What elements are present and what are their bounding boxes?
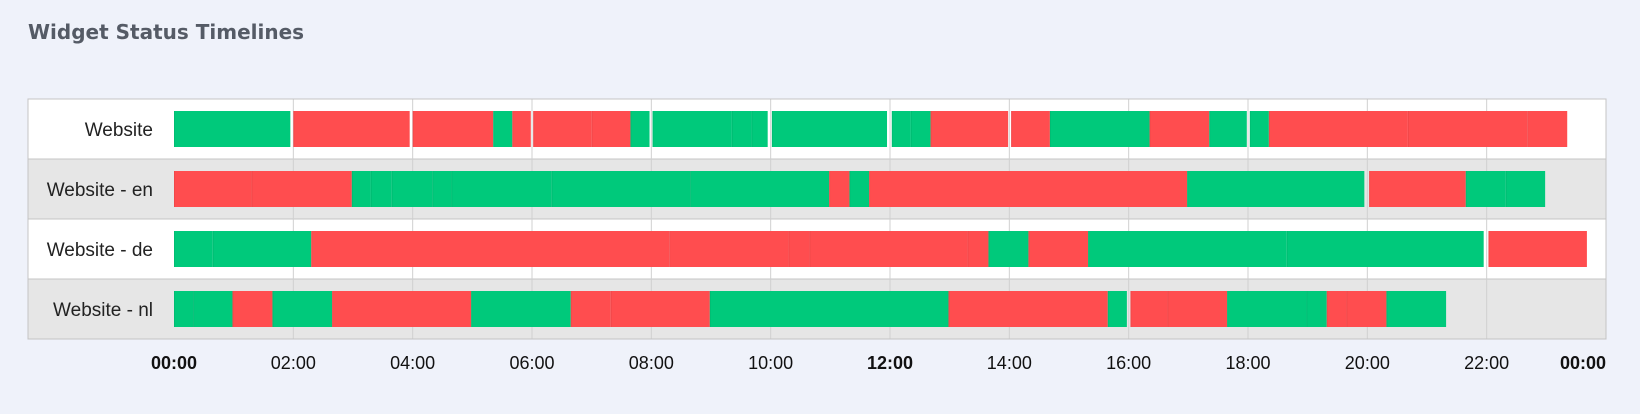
status-segment-down [412, 111, 494, 147]
status-segment-up [910, 111, 931, 147]
status-segment-up [751, 111, 768, 147]
status-segment-up [370, 171, 392, 207]
x-tick-label: 12:00 [867, 353, 913, 373]
status-segment-up [432, 171, 452, 207]
x-tick-label: 18:00 [1225, 353, 1270, 373]
status-segment-down [1028, 231, 1089, 267]
status-segment-up [771, 111, 888, 147]
status-segment-down [251, 171, 352, 207]
status-segment-up [174, 291, 194, 327]
status-segment-up [1505, 171, 1546, 207]
status-segment-up [849, 171, 870, 207]
status-segment-up [391, 171, 433, 207]
status-segment-down [1011, 111, 1050, 147]
x-tick-label: 00:00 [151, 353, 197, 373]
status-segment-down [1268, 111, 1408, 147]
status-segment-down [232, 291, 273, 327]
x-tick-label: 22:00 [1464, 353, 1509, 373]
status-segment-up [451, 171, 552, 207]
status-segments [174, 111, 1587, 327]
status-segment-down [174, 171, 252, 207]
status-segment-up [1209, 111, 1247, 147]
status-segment-up [551, 171, 691, 207]
status-segment-down [512, 111, 531, 147]
status-segment-down [1407, 111, 1528, 147]
status-segment-down [1149, 111, 1210, 147]
status-segment-down [669, 231, 789, 267]
status-segment-up [988, 231, 1029, 267]
x-axis-ticks: 00:00 02:00 04:00 06:00 08:00 10:00 12:00 14:00… [151, 353, 1606, 373]
row-labels: Website Website - en Website - de Website -… [47, 120, 153, 321]
x-tick-label: 04:00 [390, 353, 435, 373]
status-segment-down [1326, 291, 1347, 327]
status-segment-up [630, 111, 650, 147]
status-segment-down [533, 111, 592, 147]
x-tick-label: 14:00 [987, 353, 1032, 373]
status-segment-down [1527, 111, 1568, 147]
status-segment-up [1306, 291, 1327, 327]
status-segment-up [212, 231, 312, 267]
status-segment-down [570, 291, 611, 327]
x-tick-label: 20:00 [1345, 353, 1390, 373]
x-tick-label: 10:00 [748, 353, 793, 373]
status-segment-up [193, 291, 233, 327]
status-segment-up [174, 111, 291, 147]
status-segment-down [1130, 291, 1168, 327]
status-segment-down [591, 111, 631, 147]
status-segment-down [311, 231, 670, 267]
plot-frame [27, 98, 1607, 340]
row-label: Website - nl [53, 300, 153, 321]
status-segment-down [829, 171, 850, 207]
status-segment-up [471, 291, 571, 327]
row-label: Website - de [47, 240, 153, 261]
status-segment-down [930, 111, 1009, 147]
status-segment-up [1249, 111, 1269, 147]
status-segment-down [788, 231, 810, 267]
status-segment-down [1167, 291, 1228, 327]
status-segment-up [709, 291, 949, 327]
status-segment-up [1386, 291, 1447, 327]
status-segment-down [948, 291, 1108, 327]
status-segment-up [351, 171, 371, 207]
x-tick-label: 08:00 [629, 353, 674, 373]
status-segment-up [690, 171, 830, 207]
status-segment-down [332, 291, 472, 327]
status-segment-down [293, 111, 410, 147]
status-segment-down [809, 231, 968, 267]
status-segment-down [1346, 291, 1387, 327]
status-segment-up [1107, 291, 1127, 327]
status-segment-up [731, 111, 752, 147]
x-tick-label: 16:00 [1106, 353, 1151, 373]
status-segment-down [1488, 231, 1587, 267]
chart-title: Widget Status Timelines [28, 20, 305, 44]
x-tick-label: 02:00 [271, 353, 316, 373]
x-tick-label: 00:00 [1560, 353, 1606, 373]
status-segment-down [1369, 171, 1466, 207]
status-segment-up [272, 291, 333, 327]
status-segment-up [1227, 291, 1307, 327]
status-segment-up [891, 111, 911, 147]
x-tick-label: 06:00 [509, 353, 554, 373]
status-segment-up [652, 111, 732, 147]
status-segment-down [967, 231, 989, 267]
status-segment-up [1049, 111, 1150, 147]
row-label: Website [85, 120, 153, 141]
status-segment-down [610, 291, 710, 327]
row-label: Website - en [47, 180, 153, 201]
status-segment-up [1286, 231, 1484, 267]
status-segment-up [1187, 171, 1365, 207]
status-segment-up [1088, 231, 1287, 267]
status-segment-up [174, 231, 213, 267]
status-segment-down [869, 171, 1188, 207]
status-segment-up [493, 111, 513, 147]
status-segment-up [1465, 171, 1506, 207]
